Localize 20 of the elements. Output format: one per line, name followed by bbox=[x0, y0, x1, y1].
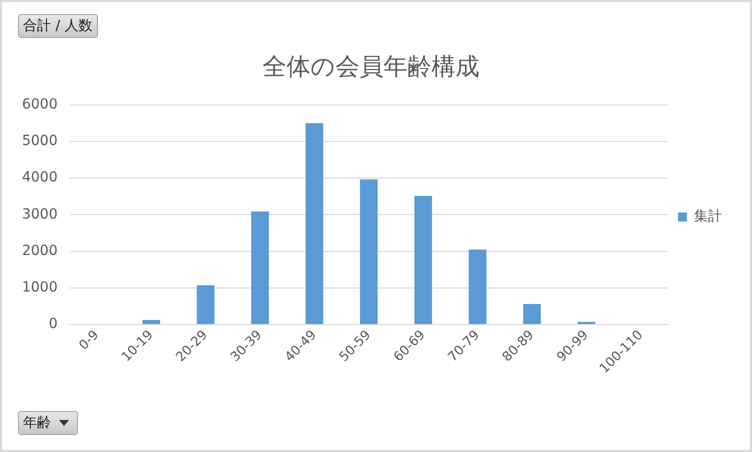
bar bbox=[196, 285, 214, 324]
bar bbox=[468, 249, 486, 324]
y-tick-label: 3000 bbox=[22, 206, 58, 222]
y-tick-label: 0 bbox=[48, 316, 58, 332]
bar bbox=[306, 123, 324, 324]
text: 年齢 bbox=[23, 414, 51, 432]
y-tick-label: 1000 bbox=[22, 280, 58, 296]
x-tick-label: 0-9 bbox=[76, 328, 102, 354]
y-tick-label: 2000 bbox=[22, 242, 58, 259]
chart-title: 全体の会員年齢構成 bbox=[262, 52, 480, 81]
y-tick-label: 4000 bbox=[22, 170, 58, 186]
bar bbox=[142, 320, 160, 324]
bar bbox=[251, 211, 269, 324]
y-tick-label: 5000 bbox=[22, 133, 58, 150]
legend-label: 集計 bbox=[694, 208, 722, 225]
text: 合計 / 人数 bbox=[18, 14, 98, 38]
y-tick-label: 6000 bbox=[22, 96, 58, 112]
bar bbox=[360, 179, 378, 324]
bar bbox=[523, 304, 541, 324]
bar bbox=[414, 196, 432, 324]
